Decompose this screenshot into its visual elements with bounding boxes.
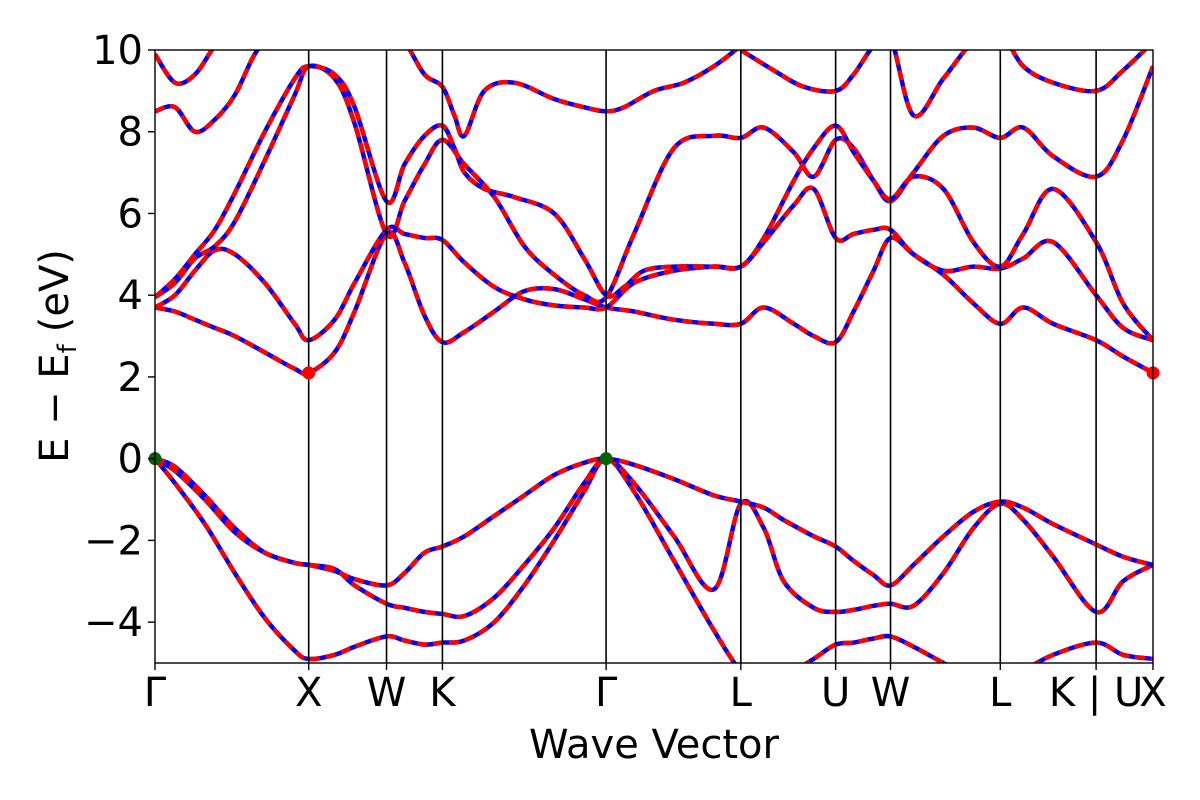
y-axis-ticks: −4 −2 0 2 4 6 8 10 (84, 28, 155, 646)
plot-frame (154, 49, 1154, 664)
y-axis-title-unit: (eV) (32, 249, 78, 332)
band-lines (155, 50, 1153, 663)
x-tick-label: Γ (595, 670, 618, 716)
x-tick-label: W (367, 670, 407, 716)
cbm-marker (302, 366, 316, 380)
vbm-marker (599, 452, 613, 466)
x-tick-label: X (1139, 670, 1166, 716)
band-line-9 (155, 50, 215, 86)
band-line-overlay-2 (155, 456, 1153, 620)
band-line-6 (155, 63, 1153, 305)
x-tick-label: K (429, 670, 457, 716)
band-line-overlay-10 (739, 50, 1148, 119)
y-tick-label: −4 (84, 600, 143, 646)
x-tick-label: L (989, 670, 1012, 716)
band-line-overlay-7 (155, 63, 1153, 342)
y-tick-label: 6 (118, 191, 143, 237)
band-line-10 (739, 50, 1148, 119)
x-tick-label: W (871, 670, 911, 716)
band-line-1 (155, 456, 1153, 663)
x-tick-label: Γ (144, 670, 167, 716)
svg-text:E − Ef(eV): E − Ef (eV) (32, 249, 83, 463)
band-line-7 (155, 63, 1153, 342)
x-tick-label: U (821, 670, 850, 716)
y-tick-label: 10 (92, 28, 143, 74)
band-line-8 (155, 50, 740, 139)
band-line-overlay-9 (155, 50, 215, 86)
y-tick-label: −2 (84, 518, 143, 564)
y-tick-label: 4 (118, 273, 143, 319)
band-line-overlay-8 (155, 50, 740, 139)
y-axis-title: E − Ef (eV) (32, 249, 83, 463)
high-symmetry-lines (307, 50, 1097, 663)
band-line-4 (155, 229, 1153, 377)
band-line-3 (155, 456, 1153, 588)
band-edge-markers (148, 366, 1160, 466)
band-line-overlay-1 (155, 456, 1153, 663)
y-tick-label: 8 (118, 110, 143, 156)
y-tick-label: 0 (118, 437, 143, 483)
x-tick-label: X (295, 670, 322, 716)
band-line-2 (155, 456, 1153, 620)
band-line-overlay-4 (155, 229, 1153, 377)
band-line-5 (155, 185, 1153, 343)
y-tick-label: 2 (118, 355, 143, 401)
y-axis-title-subscript: f (53, 343, 83, 353)
y-axis-title-main: E − E (32, 353, 78, 463)
x-axis-title: Wave Vector (529, 722, 780, 768)
x-tick-label: K | U (1049, 670, 1143, 716)
x-tick-label: L (730, 670, 753, 716)
